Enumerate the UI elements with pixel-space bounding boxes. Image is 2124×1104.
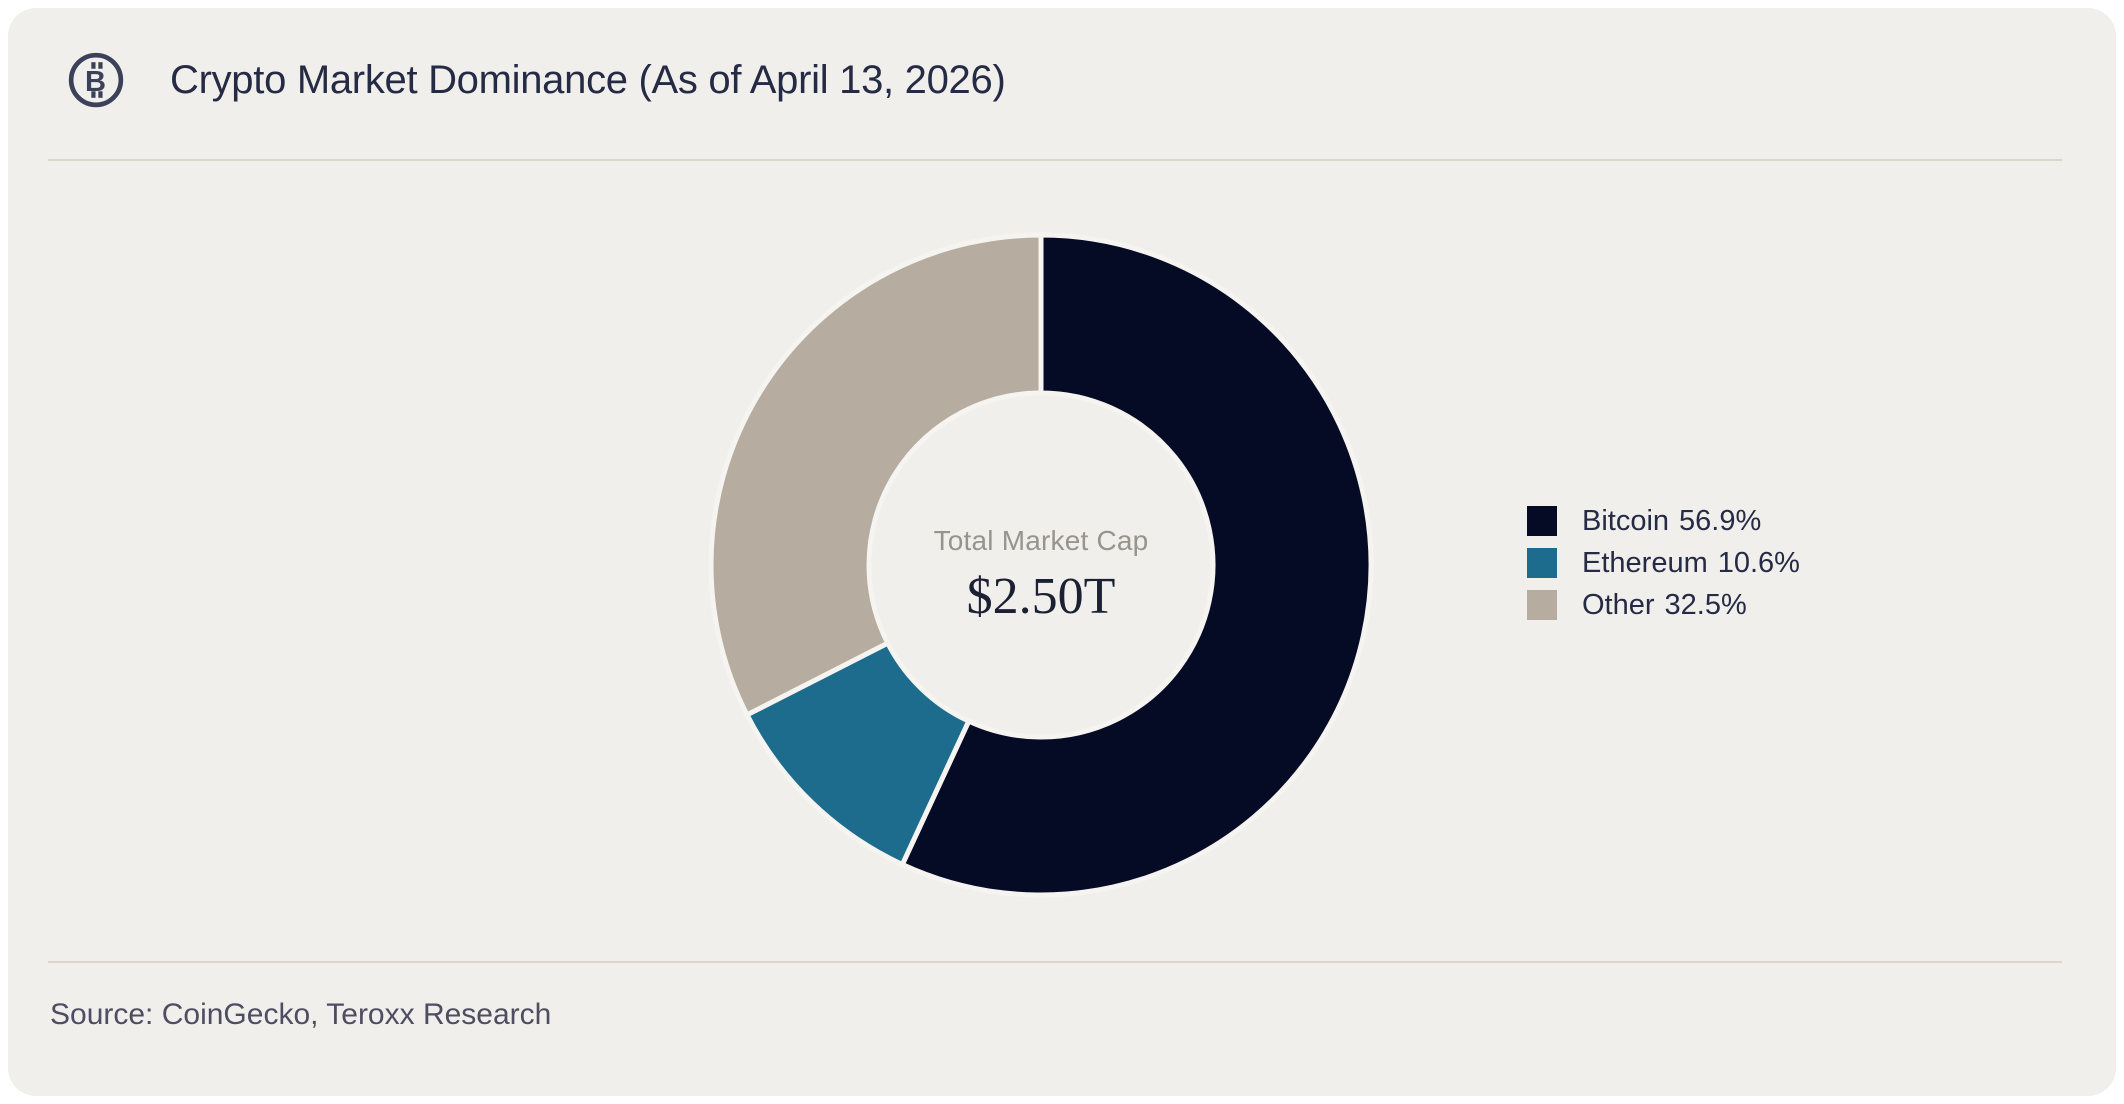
legend-name: Other (1582, 588, 1655, 621)
source-note: Source: CoinGecko, Teroxx Research (50, 998, 552, 1031)
header-divider (48, 159, 2062, 161)
legend-item-bitcoin: Bitcoin 56.9% (1527, 504, 1800, 537)
legend-name: Bitcoin (1582, 504, 1670, 537)
total-market-cap-label: Total Market Cap (933, 525, 1149, 556)
legend-value: 56.9% (1679, 504, 1762, 537)
donut-chart (708, 232, 1374, 898)
page-title: Crypto Market Dominance (As of April 13,… (170, 58, 1006, 102)
chart-legend: Bitcoin 56.9% Ethereum 10.6% Other 32.5% (1527, 504, 1800, 621)
total-market-cap-value: $2.50T (966, 568, 1116, 625)
legend-item-other: Other 32.5% (1527, 588, 1800, 621)
svg-text:B: B (85, 66, 106, 98)
bitcoin-icon: B (68, 52, 124, 108)
legend-name: Ethereum (1582, 546, 1708, 579)
legend-swatch-ethereum (1527, 548, 1557, 578)
legend-swatch-other (1527, 590, 1557, 620)
donut-center-label: Total Market Cap $2.50T (841, 524, 1241, 628)
legend-value: 10.6% (1717, 546, 1800, 579)
donut-segment-other (708, 232, 1044, 719)
legend-swatch-bitcoin (1527, 506, 1557, 536)
legend-value: 32.5% (1664, 588, 1747, 621)
legend-item-ethereum: Ethereum 10.6% (1527, 546, 1800, 579)
footer-divider (48, 961, 2062, 963)
chart-card: B Crypto Market Dominance (As of April 1… (8, 8, 2116, 1096)
donut-segment-bitcoin (899, 232, 1374, 898)
